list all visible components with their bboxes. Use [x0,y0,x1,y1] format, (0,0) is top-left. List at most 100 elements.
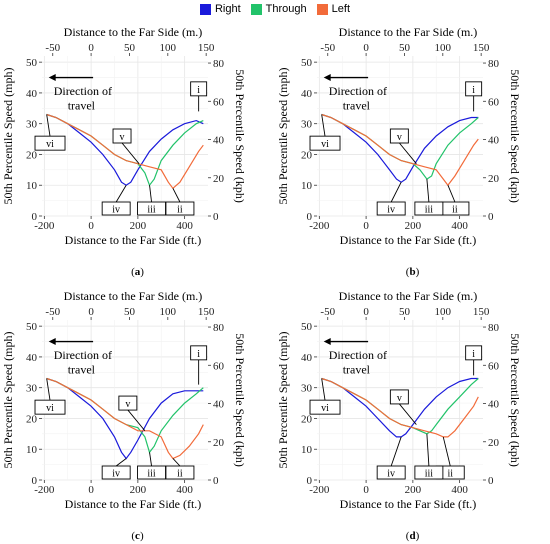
x-top-tick-label: -50 [45,306,60,318]
callout-box [34,135,66,151]
panel-label: (d) [405,530,420,542]
y-tick-label: 20 [26,149,38,161]
callout-box [414,201,444,216]
y-right-tick-label: 20 [488,173,500,185]
y-tick-label: 0 [307,211,313,223]
callout-label: i [197,85,200,96]
x-top-tick-label: 50 [124,42,136,54]
callout-label: ii [447,469,453,480]
legend-label: Right [214,3,241,15]
x-tick-label: 200 [405,484,422,496]
x-tick-label: -200 [309,484,330,496]
y-tick-label: 40 [301,88,313,100]
panel-d: -200 0 200 400 Distance to the Far Side (ft.… [275,282,550,544]
y-right-tick-label: 60 [213,96,225,108]
callout-pointer [172,188,181,203]
x-tick-label: -200 [34,220,55,232]
y-tick-label: 30 [301,383,313,395]
callout-pointer [399,403,417,425]
x-tick-label: 0 [88,484,94,496]
x-top-tick-label: 0 [88,42,94,54]
series-line-left [46,113,204,190]
x-tick-label: 0 [363,220,369,232]
callout-label: iii [147,469,156,480]
callout-label: v [125,399,130,410]
x-top-tick-label: 150 [473,42,490,54]
callout-pointer [321,114,326,137]
x-tick-label: 400 [451,484,468,496]
y-tick-label: 30 [26,119,38,131]
callout-box [137,465,166,480]
callout-label: iv [112,205,120,216]
callout-label: iv [387,205,395,216]
y-tick-label: 0 [32,211,38,223]
y-right-tick-label: 80 [488,58,500,70]
callout-label: v [397,132,402,143]
y-tick-label: 0 [307,475,313,487]
x-tick-label: 200 [130,484,147,496]
callout-vi: vi [34,378,66,415]
callout-box [376,201,406,216]
y-right-tick-label: 0 [213,475,219,487]
y-tick-label: 20 [301,413,313,425]
y-right-tick-label: 80 [213,58,225,70]
callout-iv: iv [376,436,406,480]
y-tick-label: 30 [301,119,313,131]
callout-box [465,81,483,97]
legend-item-through: Through [250,3,307,15]
callout-label: v [397,393,402,404]
callout-i: i [190,81,208,112]
callout-pointer [115,458,127,467]
series-line-left [321,113,479,187]
callout-i: i [465,345,483,376]
x-top-tick-label: 0 [363,306,369,318]
callout-pointer [447,185,456,203]
y-tick-label: 40 [26,88,38,100]
y-right-axis-label: 50th Percentile Speed (kph) [508,69,522,203]
callout-pointer [149,452,152,467]
callout-i: i [190,345,208,385]
x-top-tick-label: -50 [320,306,335,318]
direction-label: travel [68,362,96,376]
y-tick-label: 10 [26,444,38,456]
series-line-right [321,377,479,438]
y-right-tick-label: 20 [213,173,225,185]
x-top-tick-label: 100 [160,306,177,318]
direction-label: Direction of [54,84,112,98]
callout-vi: vi [309,114,341,151]
y-tick-label: 50 [301,321,313,333]
panel-c: -200 0 200 400 Distance to the Far Side (ft.… [0,282,275,544]
callout-pointer [390,436,402,467]
direction-label: travel [343,98,371,112]
x-tick-label: -200 [309,220,330,232]
x-top-tick-label: 100 [160,42,177,54]
legend-swatch [199,3,211,15]
y-tick-label: 20 [26,413,38,425]
callout-iii: iii [137,452,166,480]
x-tick-label: 400 [176,484,193,496]
y-tick-label: 50 [26,57,38,69]
callout-iii: iii [414,433,444,480]
y-axis-label: 50th Percentile Speed (mph) [1,68,15,205]
callout-iv: iv [101,185,131,216]
panel-label: (c) [131,530,144,542]
callout-vi: vi [309,378,341,415]
callout-pointer [426,179,430,203]
legend-label: Left [331,3,351,15]
x-axis-label: Distance to the Far Side (ft.) [65,233,202,247]
y-right-tick-label: 40 [488,135,500,147]
y-right-tick-label: 80 [488,322,500,334]
x-top-axis-label: Distance to the Far Side (m.) [64,289,203,303]
panel-b: -200 0 200 400 Distance to the Far Side (ft.… [275,18,550,280]
x-tick-label: 400 [176,220,193,232]
y-tick-label: 10 [301,180,313,192]
y-right-tick-label: 40 [213,399,225,411]
y-right-tick-label: 0 [488,475,494,487]
callout-label: iv [112,469,120,480]
x-top-tick-label: 100 [435,42,452,54]
series-line-left [321,377,479,438]
callout-box [309,399,341,415]
